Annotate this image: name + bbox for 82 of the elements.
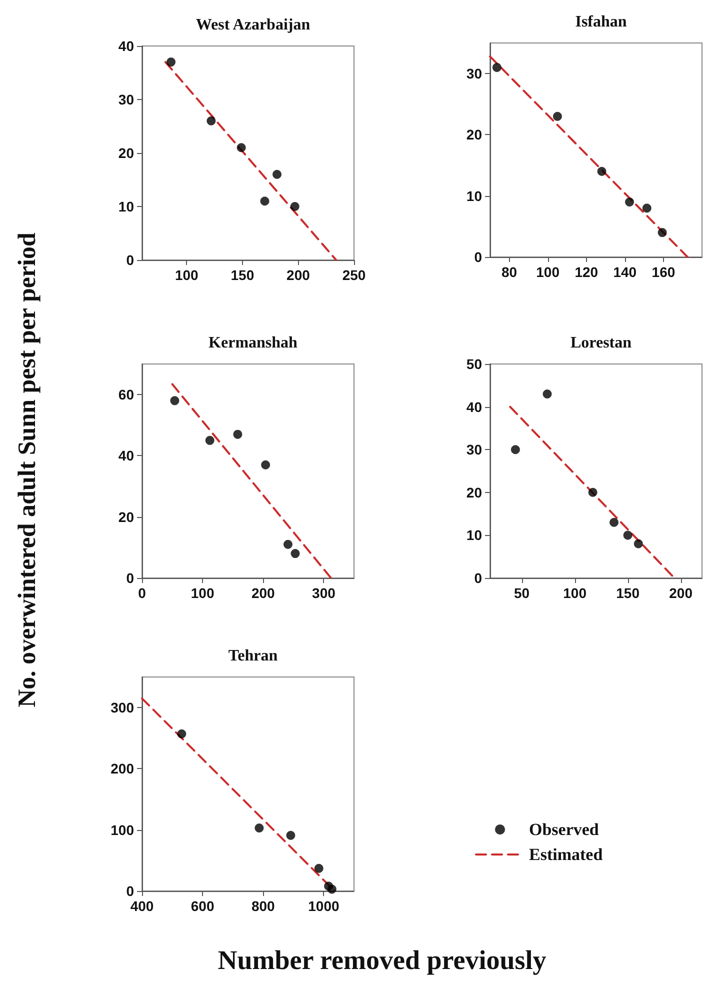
chart-title: Lorestan (570, 334, 632, 352)
chart-title: Kermanshah (208, 334, 298, 352)
x-tick-label: 140 (613, 264, 637, 280)
chart-title: West Azarbaijan (196, 16, 310, 34)
chart-title: Tehran (228, 648, 278, 664)
point (327, 884, 336, 894)
x-tick-label: 1000 (308, 898, 340, 914)
point (610, 518, 619, 527)
point (236, 143, 246, 152)
x-tick-label: 800 (251, 898, 276, 914)
x-tick-label: 160 (652, 264, 676, 280)
x-tick-label: 100 (174, 267, 199, 283)
point (177, 729, 186, 738)
point (290, 549, 300, 558)
y-tick-label: 30 (118, 92, 134, 108)
y-tick-label: 10 (466, 188, 482, 204)
x-tick-label: 600 (190, 898, 214, 914)
x-tick-label: 50 (514, 585, 530, 601)
legend-label: Estimated (529, 845, 604, 864)
y-tick-label: 0 (126, 570, 134, 586)
point (205, 436, 214, 445)
y-tick-label: 30 (466, 66, 482, 82)
x-tick-label: 200 (286, 267, 310, 283)
point (623, 530, 632, 540)
y-tick-label: 20 (466, 126, 482, 143)
x-tick-label: 120 (574, 264, 598, 280)
point (233, 430, 242, 439)
point (492, 62, 502, 72)
legend-label: Observed (529, 820, 600, 839)
x-tick-label: 200 (669, 585, 693, 601)
point (625, 197, 634, 206)
point (283, 540, 292, 549)
x-axis-title: Number removed previously (218, 945, 546, 976)
point (272, 170, 282, 179)
point (658, 228, 667, 238)
x-tick-label: 150 (616, 585, 640, 601)
y-tick-label: 0 (126, 252, 134, 268)
x-tick-label: 0 (138, 585, 146, 601)
point (314, 864, 324, 873)
point (597, 166, 606, 176)
y-tick-label: 40 (118, 38, 134, 54)
point (542, 389, 552, 398)
point (510, 445, 520, 454)
y-tick-label: 10 (118, 198, 134, 214)
point (588, 488, 598, 497)
y-tick-label: 200 (110, 760, 134, 777)
y-tick-label: 20 (118, 145, 134, 161)
point (206, 116, 216, 126)
y-tick-label: 10 (466, 527, 482, 544)
x-tick-label: 200 (251, 585, 276, 601)
x-tick-label: 250 (342, 267, 366, 283)
point (166, 58, 176, 67)
y-tick-label: 0 (126, 883, 134, 899)
point (634, 539, 643, 548)
y-tick-label: 40 (466, 398, 482, 415)
x-tick-label: 100 (563, 585, 587, 601)
y-tick-label: 300 (110, 700, 134, 716)
y-tick-label: 60 (118, 386, 134, 403)
y-tick-label: 20 (466, 484, 482, 500)
y-tick-label: 40 (118, 448, 134, 464)
y-axis-title: No. overwintered adult Sunn pest per period (14, 232, 42, 708)
y-tick-label: 30 (466, 442, 482, 458)
chart-title: Isfahan (575, 14, 627, 30)
point (261, 460, 270, 470)
x-tick-label: 150 (230, 267, 254, 283)
y-tick-label: 0 (474, 249, 482, 265)
point (254, 824, 264, 833)
x-tick-label: 100 (190, 585, 214, 601)
point (642, 204, 652, 213)
point (552, 112, 562, 121)
x-tick-label: 80 (501, 264, 518, 280)
x-tick-label: 300 (312, 585, 336, 601)
y-tick-label: 100 (110, 822, 134, 838)
y-tick-label: 50 (466, 356, 482, 372)
x-tick-label: 100 (536, 264, 560, 280)
point (260, 196, 270, 206)
point (170, 396, 180, 406)
y-tick-label: 20 (118, 508, 134, 525)
point (286, 830, 296, 840)
y-tick-label: 0 (474, 570, 482, 586)
point (290, 202, 300, 211)
x-tick-label: 400 (130, 898, 154, 914)
